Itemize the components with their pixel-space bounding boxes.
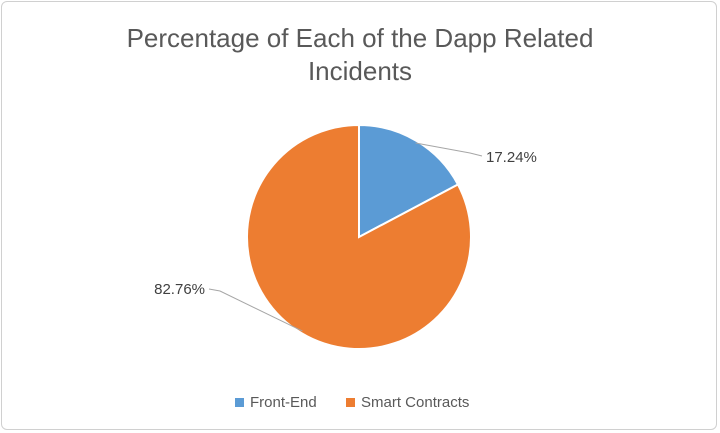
leader-lines	[208, 142, 483, 332]
legend-swatch-front-end	[235, 398, 244, 407]
leader-line-0	[415, 142, 483, 157]
pie-slice-front-end	[358, 123, 460, 239]
leader-line-1	[208, 288, 303, 332]
pie-slice-smart-contracts	[246, 123, 472, 350]
chart-title-line-1: Percentage of Each of the Dapp Related	[127, 23, 594, 53]
legend-label-front-end: Front-End	[250, 394, 317, 411]
pie-slices	[246, 123, 472, 350]
legend-swatch-smart-contracts	[346, 398, 355, 407]
legend: Front-End Smart Contracts	[235, 394, 469, 411]
data-label-front-end: 17.24%	[486, 149, 537, 166]
data-label-smart-contracts: 82.76%	[154, 281, 205, 298]
chart-title-line-2: Incidents	[308, 56, 412, 86]
legend-label-smart-contracts: Smart Contracts	[361, 394, 469, 411]
